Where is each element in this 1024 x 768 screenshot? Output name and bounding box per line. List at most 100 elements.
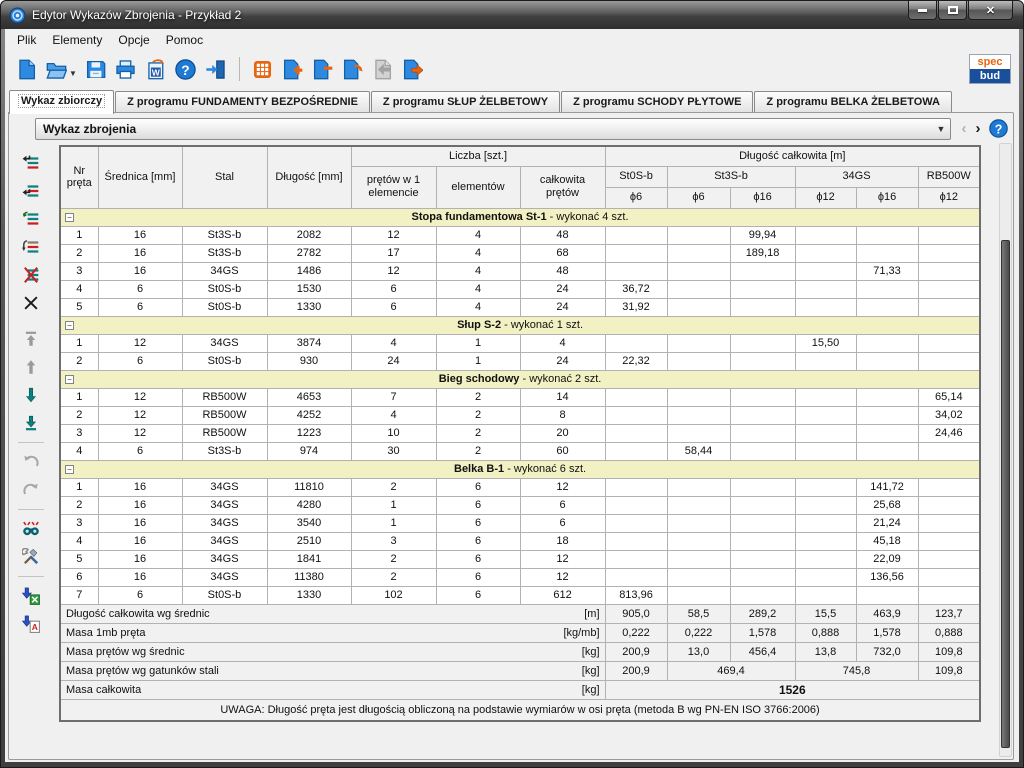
delete-element-button[interactable] [16, 291, 46, 315]
bar-cell[interactable] [918, 532, 980, 550]
bar-cell[interactable] [795, 424, 856, 442]
bar-cell[interactable] [667, 514, 730, 532]
bar-cell[interactable]: 1 [60, 388, 98, 406]
bar-cell[interactable]: 4252 [267, 406, 351, 424]
bar-cell[interactable]: 1 [60, 334, 98, 352]
bar-cell[interactable] [795, 352, 856, 370]
bar-cell[interactable] [795, 388, 856, 406]
bar-cell[interactable] [856, 226, 918, 244]
bar-cell[interactable] [795, 496, 856, 514]
bar-cell[interactable]: 34GS [182, 550, 267, 568]
bar-cell[interactable]: 136,56 [856, 568, 918, 586]
bar-cell[interactable] [918, 514, 980, 532]
bar-cell[interactable]: 5 [60, 550, 98, 568]
back-button[interactable] [368, 55, 398, 83]
schedule-select[interactable]: Wykaz zbrojenia ▼ [35, 118, 951, 140]
bar-cell[interactable]: 6 [60, 568, 98, 586]
bar-cell[interactable] [605, 226, 667, 244]
bar-cell[interactable]: RB500W [182, 406, 267, 424]
bar-cell[interactable]: St0S-b [182, 352, 267, 370]
insert-element-below-button[interactable] [16, 179, 46, 203]
bar-cell[interactable] [795, 550, 856, 568]
bar-row[interactable]: 11634GS118102612141,72 [60, 478, 980, 496]
new-file-button[interactable] [11, 55, 41, 83]
bar-cell[interactable] [605, 478, 667, 496]
bar-cell[interactable]: 12 [98, 406, 182, 424]
bar-cell[interactable]: 2 [436, 388, 520, 406]
bar-cell[interactable]: 4 [436, 244, 520, 262]
bar-row[interactable]: 56St0S-b1330642431,92 [60, 298, 980, 316]
bar-cell[interactable] [730, 442, 795, 460]
collapse-icon[interactable]: − [65, 375, 74, 384]
bar-cell[interactable]: 1 [436, 352, 520, 370]
bar-cell[interactable] [918, 298, 980, 316]
bar-cell[interactable]: RB500W [182, 388, 267, 406]
bar-cell[interactable] [667, 226, 730, 244]
bar-cell[interactable]: 34GS [182, 262, 267, 280]
bar-cell[interactable]: 6 [520, 514, 605, 532]
bar-cell[interactable]: 16 [98, 226, 182, 244]
bar-cell[interactable]: 22,09 [856, 550, 918, 568]
bar-cell[interactable] [667, 568, 730, 586]
bar-cell[interactable]: 6 [436, 496, 520, 514]
insert-element-above-button[interactable] [16, 151, 46, 175]
bar-cell[interactable] [667, 388, 730, 406]
bar-cell[interactable] [605, 568, 667, 586]
bar-cell[interactable] [730, 424, 795, 442]
bar-cell[interactable] [605, 244, 667, 262]
export-cad-button[interactable]: A [16, 612, 46, 636]
bar-cell[interactable]: 1 [60, 478, 98, 496]
bar-cell[interactable] [856, 334, 918, 352]
bar-cell[interactable]: 34GS [182, 496, 267, 514]
bar-cell[interactable] [856, 244, 918, 262]
bar-cell[interactable]: 6 [436, 586, 520, 604]
bar-row[interactable]: 61634GS113802612136,56 [60, 568, 980, 586]
maximize-button[interactable] [938, 1, 967, 20]
bar-cell[interactable]: 11810 [267, 478, 351, 496]
exit-button[interactable] [201, 55, 231, 83]
bar-cell[interactable]: 1 [351, 514, 436, 532]
bar-cell[interactable]: 6 [436, 550, 520, 568]
bar-cell[interactable]: 4 [351, 334, 436, 352]
menu-item-plik[interactable]: Plik [9, 30, 44, 50]
bar-cell[interactable]: 11380 [267, 568, 351, 586]
bar-cell[interactable]: 6 [98, 442, 182, 460]
collapse-icon[interactable]: − [65, 321, 74, 330]
bar-cell[interactable] [605, 442, 667, 460]
bar-cell[interactable]: 2 [351, 550, 436, 568]
bar-cell[interactable]: 48 [520, 226, 605, 244]
bar-row[interactable]: 21634GS428016625,68 [60, 496, 980, 514]
bar-cell[interactable]: 6 [351, 298, 436, 316]
bar-cell[interactable] [795, 586, 856, 604]
bar-cell[interactable]: 58,44 [667, 442, 730, 460]
bar-cell[interactable] [730, 262, 795, 280]
bar-cell[interactable] [918, 496, 980, 514]
bar-cell[interactable] [667, 532, 730, 550]
bar-cell[interactable]: 30 [351, 442, 436, 460]
bar-cell[interactable]: 2 [351, 568, 436, 586]
bar-cell[interactable]: 12 [98, 334, 182, 352]
bar-cell[interactable]: 3874 [267, 334, 351, 352]
bar-cell[interactable]: 24 [351, 352, 436, 370]
bar-cell[interactable]: 6 [520, 496, 605, 514]
bar-cell[interactable] [730, 532, 795, 550]
bar-cell[interactable]: 974 [267, 442, 351, 460]
bar-row[interactable]: 76St0S-b13301026612813,96 [60, 586, 980, 604]
bar-cell[interactable] [605, 532, 667, 550]
bar-row[interactable]: 26St0S-b9302412422,32 [60, 352, 980, 370]
redo-button[interactable] [16, 478, 46, 502]
tab-wykaz-zbiorczy[interactable]: Wykaz zbiorczy [9, 90, 114, 114]
bar-cell[interactable] [856, 352, 918, 370]
bar-cell[interactable]: St0S-b [182, 586, 267, 604]
group-header-row[interactable]: −Słup S-2 - wykonać 1 szt. [60, 316, 980, 334]
bar-cell[interactable]: 36,72 [605, 280, 667, 298]
bar-cell[interactable]: 45,18 [856, 532, 918, 550]
bar-cell[interactable] [795, 244, 856, 262]
bar-cell[interactable]: 4 [60, 280, 98, 298]
bar-cell[interactable]: 24 [520, 280, 605, 298]
bar-cell[interactable] [918, 280, 980, 298]
bar-cell[interactable] [730, 568, 795, 586]
bar-cell[interactable]: 5 [60, 298, 98, 316]
bar-cell[interactable]: 65,14 [918, 388, 980, 406]
bar-cell[interactable] [605, 262, 667, 280]
